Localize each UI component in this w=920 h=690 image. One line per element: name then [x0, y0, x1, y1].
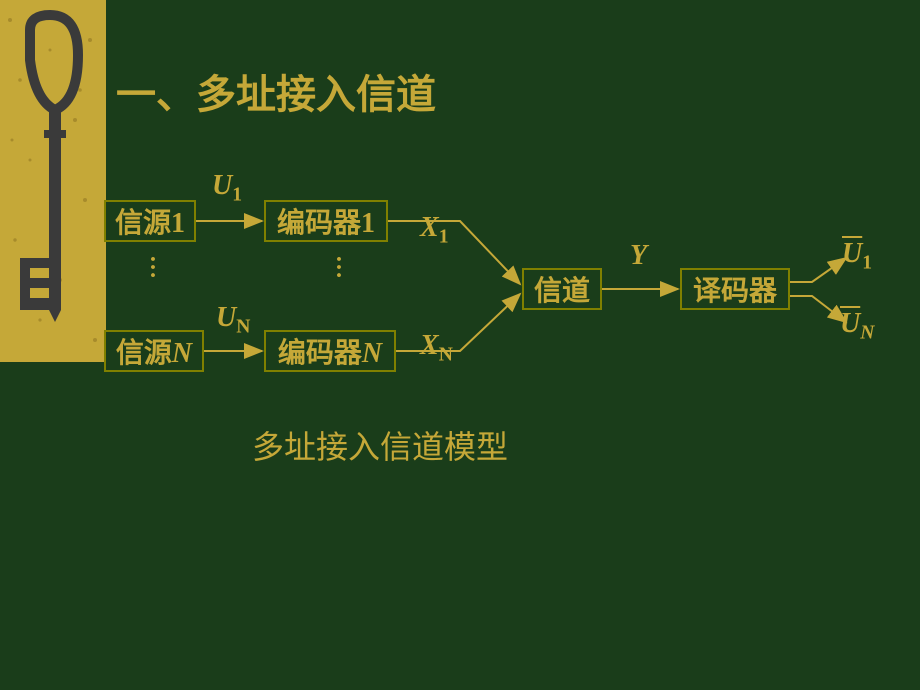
box-sourceN-text: 信源N — [116, 331, 192, 371]
key-svg — [0, 0, 106, 362]
key-image — [0, 0, 106, 362]
label-UN: UN — [216, 302, 250, 339]
box-source1: 信源1 — [104, 200, 196, 242]
label-Y: Y — [630, 240, 647, 272]
label-X1: X1 — [420, 212, 448, 249]
label-UbarN: UN — [840, 308, 874, 345]
slide-title: 一、多址接入信道 — [116, 62, 436, 120]
dots-sources: … — [144, 255, 171, 277]
box-encoderN: 编码器N — [264, 330, 396, 372]
diagram-caption: 多址接入信道模型 — [252, 422, 508, 468]
label-Ubar1: U1 — [842, 238, 872, 275]
dots-encoders: … — [330, 255, 357, 277]
box-decoder: 译码器 — [680, 268, 790, 310]
label-U1: U1 — [212, 170, 242, 207]
box-encoderN-text: 编码器N — [278, 331, 382, 371]
box-encoder1: 编码器1 — [264, 200, 388, 242]
box-sourceN: 信源N — [104, 330, 204, 372]
label-XN: XN — [420, 330, 453, 367]
box-channel: 信道 — [522, 268, 602, 310]
